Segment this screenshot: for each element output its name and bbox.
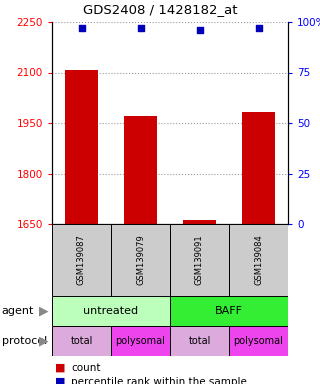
Bar — [52, 224, 111, 296]
Point — [79, 25, 84, 31]
Text: GSM139079: GSM139079 — [136, 235, 145, 285]
Text: untreated: untreated — [84, 306, 139, 316]
Bar — [170, 326, 229, 356]
Bar — [183, 220, 216, 224]
Text: GDS2408 / 1428182_at: GDS2408 / 1428182_at — [83, 3, 237, 17]
Text: percentile rank within the sample: percentile rank within the sample — [71, 377, 247, 384]
Bar — [52, 326, 111, 356]
Text: polysomal: polysomal — [234, 336, 284, 346]
Text: count: count — [71, 363, 101, 373]
Text: GSM139087: GSM139087 — [77, 235, 86, 285]
Bar — [124, 116, 157, 224]
Text: protocol: protocol — [2, 336, 47, 346]
Point — [197, 27, 202, 33]
Bar — [229, 326, 288, 356]
Bar — [52, 296, 170, 326]
Text: total: total — [188, 336, 211, 346]
Text: total: total — [70, 336, 93, 346]
Bar — [229, 224, 288, 296]
Text: ■: ■ — [55, 363, 66, 373]
Point — [256, 25, 261, 31]
Point — [138, 25, 143, 31]
Text: BAFF: BAFF — [215, 306, 243, 316]
Text: ▶: ▶ — [39, 305, 49, 318]
Text: GSM139084: GSM139084 — [254, 235, 263, 285]
Text: GSM139091: GSM139091 — [195, 235, 204, 285]
Text: polysomal: polysomal — [116, 336, 165, 346]
Bar — [111, 326, 170, 356]
Bar — [111, 224, 170, 296]
Text: ■: ■ — [55, 377, 66, 384]
Bar — [65, 70, 98, 224]
Bar — [170, 224, 229, 296]
Bar — [170, 296, 288, 326]
Text: ▶: ▶ — [39, 334, 49, 348]
Bar — [242, 112, 275, 224]
Text: agent: agent — [2, 306, 34, 316]
